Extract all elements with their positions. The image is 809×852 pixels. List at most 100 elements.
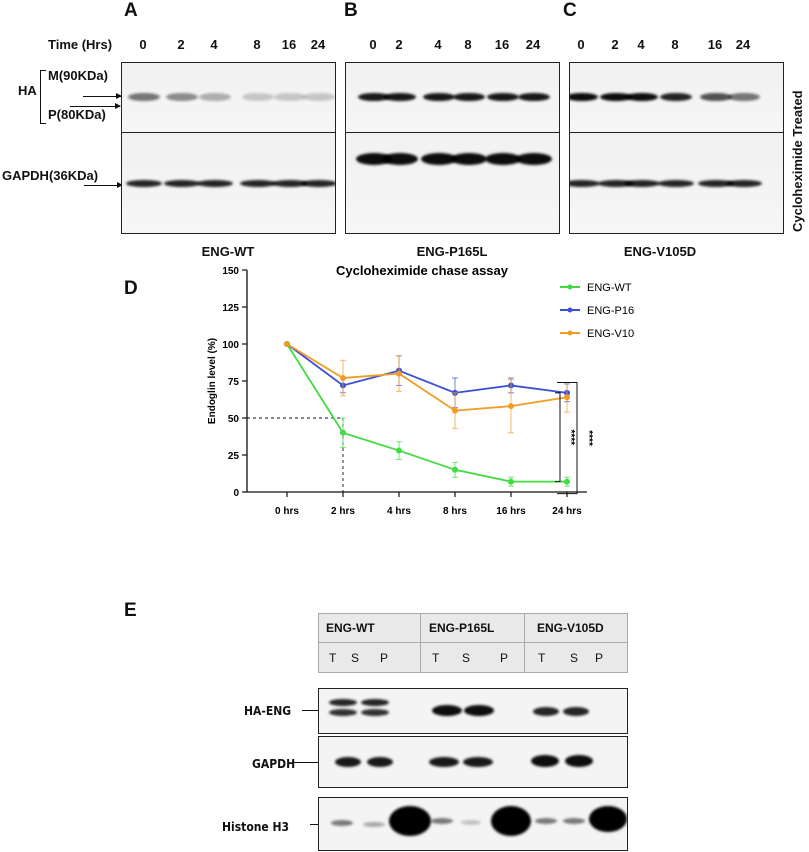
blot-e-band xyxy=(491,806,531,836)
data-point-eng-v105d xyxy=(564,394,570,401)
lane-number-c-4: 4 xyxy=(637,37,645,52)
blot-e-band xyxy=(563,707,589,716)
lane-number-a-24: 24 xyxy=(310,37,326,52)
blot-e-band xyxy=(535,818,557,824)
blot-e-band xyxy=(429,757,459,767)
chase-assay-chart: Cycloheximide chase assay 0 25 50 75 100 125 1… xyxy=(207,263,635,517)
caption-eng-wt: ENG-WT xyxy=(201,244,255,259)
sig-stars-1: **** xyxy=(565,429,576,445)
ha-band xyxy=(128,93,160,101)
x-tick-label: 0 hrs xyxy=(275,506,299,517)
y-tick-label: 0 xyxy=(233,488,239,499)
row-label-ha-eng: HA-ENG xyxy=(244,704,292,718)
lane-label-s: S xyxy=(351,651,360,665)
lane-number-b-0: 0 xyxy=(369,37,377,52)
gapdh-band xyxy=(272,180,308,187)
panel-letter-a: A xyxy=(124,0,138,21)
lane-label-t: T xyxy=(329,651,337,665)
series-line-eng-p165l xyxy=(286,343,568,394)
m-arrow-icon xyxy=(83,93,122,99)
blot-e-band xyxy=(361,699,389,706)
lane-label-p: P xyxy=(380,651,389,665)
panel-letter-b: B xyxy=(344,0,358,21)
panel-letter-d: D xyxy=(124,278,138,299)
blot-b-gapdh xyxy=(345,132,560,234)
p-arrow-icon xyxy=(70,103,121,109)
blot-a-gapdh xyxy=(121,132,336,234)
series-line-eng-wt xyxy=(286,343,567,483)
blot-e-band xyxy=(389,806,431,836)
y-tick-label: 150 xyxy=(222,266,239,277)
gapdh-band xyxy=(485,153,521,165)
blot-e-band xyxy=(329,709,357,716)
data-point-eng-v105d xyxy=(284,341,290,347)
blot-e-band xyxy=(432,705,462,716)
lane-label-s: S xyxy=(462,651,471,665)
blot-c-gapdh xyxy=(569,132,784,234)
time-label: Time (Hrs) xyxy=(48,37,113,52)
legend-marker xyxy=(567,307,573,313)
gapdh-band xyxy=(451,153,487,165)
data-point-eng-v105d xyxy=(396,370,402,377)
blot-e-band xyxy=(367,757,393,767)
legend-marker xyxy=(567,330,573,336)
ha-band xyxy=(487,93,519,101)
gapdh-band xyxy=(382,153,418,165)
row-label-gapdh: GAPDH xyxy=(252,757,296,771)
data-point-eng-v105d xyxy=(340,375,346,382)
lane-label-t: T xyxy=(538,651,546,665)
gapdh-band xyxy=(197,180,233,187)
blot-a-ha xyxy=(121,62,336,134)
ha-band xyxy=(423,93,455,101)
ha-band xyxy=(570,93,598,101)
lane-number-c-24: 24 xyxy=(735,37,751,52)
lane-label-t: T xyxy=(432,651,440,665)
ha-band xyxy=(600,93,632,101)
cycloheximide-treated-label: Cycloheximide Treated xyxy=(790,90,805,232)
data-point-eng-wt xyxy=(340,429,346,436)
ha-band xyxy=(660,93,692,101)
x-tick-label: 2 hrs xyxy=(331,506,355,517)
y-tick-label: 125 xyxy=(222,303,239,314)
blot-e-band xyxy=(461,820,481,825)
panel-letter-e: E xyxy=(124,600,137,621)
blot-e-band xyxy=(533,707,559,716)
legend-label: ENG-WT xyxy=(587,282,632,294)
blot-e-band xyxy=(335,757,361,767)
x-tick-label: 4 hrs xyxy=(387,506,411,517)
blot-e-band xyxy=(331,820,353,826)
x-tick-label: 8 hrs xyxy=(443,506,467,517)
lane-number-c-2: 2 xyxy=(611,37,619,52)
ha-band xyxy=(728,93,760,101)
lane-number-c-16: 16 xyxy=(707,37,723,52)
ha-band xyxy=(358,93,390,101)
lane-label-p: P xyxy=(595,651,604,665)
lane-number-a-2: 2 xyxy=(177,37,185,52)
group-label-eng-v105d: ENG-V105D xyxy=(537,621,604,635)
y-axis-label: Endoglin level (%) xyxy=(207,338,218,424)
lane-number-a-8: 8 xyxy=(253,37,261,52)
gapdh-arrow-icon xyxy=(84,182,123,188)
group-label-eng-wt: ENG-WT xyxy=(326,621,375,635)
caption-eng-p165l: ENG-P165L xyxy=(416,244,488,259)
group-label-eng-p165l: ENG-P165L xyxy=(429,621,495,635)
blot-e-histone-h3 xyxy=(318,797,628,851)
ha-band xyxy=(700,93,732,101)
gapdh-band xyxy=(301,180,335,187)
blot-e-band xyxy=(463,757,493,767)
ha-band xyxy=(384,93,416,101)
lane-label-p: P xyxy=(500,651,509,665)
row-label-histone-h3: Histone H3 xyxy=(222,820,290,834)
x-tick-label: 24 hrs xyxy=(552,506,582,517)
legend-label: ENG-P165L xyxy=(587,305,635,317)
lane-number-b-16: 16 xyxy=(494,37,510,52)
gapdh-band xyxy=(240,180,276,187)
data-point-eng-wt xyxy=(564,478,570,485)
p-label: P(80KDa) xyxy=(48,107,106,122)
blot-e-band xyxy=(589,806,627,832)
lane-number-b-24: 24 xyxy=(525,37,541,52)
gapdh-band xyxy=(726,180,762,187)
gapdh-band xyxy=(570,180,600,187)
panel-letter-c: C xyxy=(563,0,577,21)
y-tick-label: 25 xyxy=(228,451,240,462)
